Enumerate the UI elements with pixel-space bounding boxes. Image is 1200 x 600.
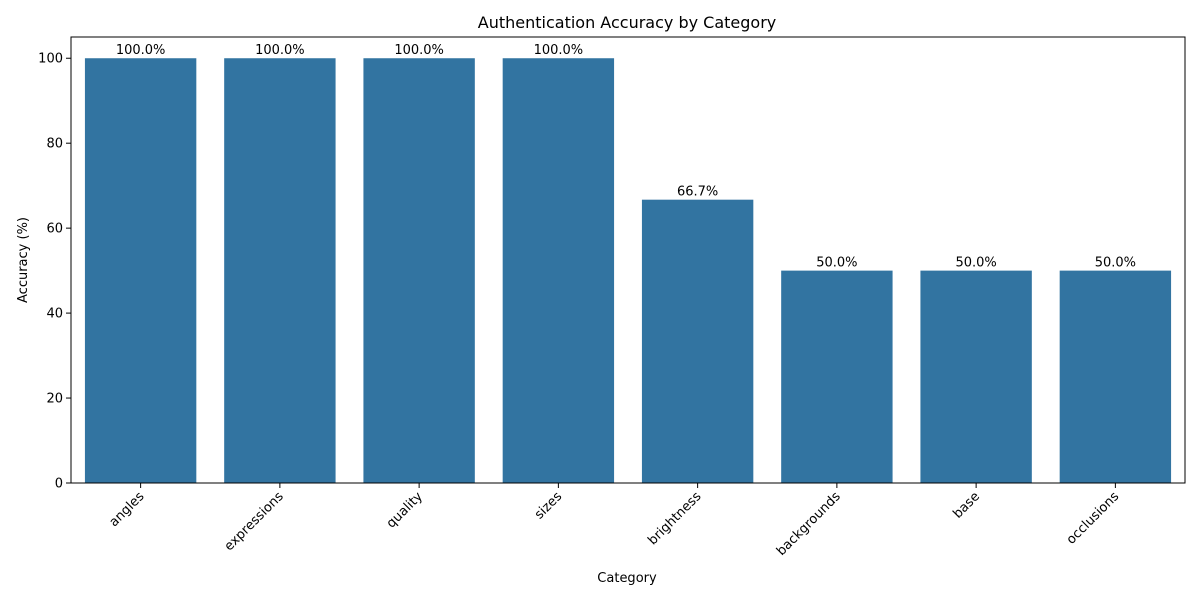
x-tick-label-quality: quality xyxy=(384,489,426,531)
bar-labels-group: 100.0% 100.0% 100.0% 100.0% 66.7% 50.0% 50.0% 5… xyxy=(116,43,1136,270)
x-tick-label-sizes: sizes xyxy=(532,489,565,522)
y-tick-label-80: 80 xyxy=(46,137,63,152)
bar-value-label-angles: 100.0% xyxy=(116,43,166,58)
bar-value-label-expressions: 100.0% xyxy=(255,43,305,58)
bar-backgrounds xyxy=(781,270,893,483)
x-axis: angles expressions quality sizes brightness b… xyxy=(107,483,1122,559)
y-tick-label-0: 0 xyxy=(55,477,63,492)
bar-value-label-sizes: 100.0% xyxy=(534,43,584,58)
plot-frame xyxy=(70,36,1186,484)
bar-value-label-occlusions: 50.0% xyxy=(1095,256,1136,271)
bars-group xyxy=(84,58,1172,483)
bar-value-label-backgrounds: 50.0% xyxy=(816,256,857,271)
x-tick-label-angles: angles xyxy=(107,489,148,530)
y-tick-label-100: 100 xyxy=(38,52,63,67)
x-axis-label: Category xyxy=(597,571,657,586)
bar-occlusions xyxy=(1059,270,1172,483)
x-tick-label-backgrounds: backgrounds xyxy=(774,489,844,559)
y-tick-label-20: 20 xyxy=(46,392,63,407)
y-axis: 0 20 40 60 80 100 xyxy=(38,52,71,492)
bar-value-label-base: 50.0% xyxy=(955,256,996,271)
x-tick-label-brightness: brightness xyxy=(645,489,704,548)
x-tick-label-base: base xyxy=(950,489,983,522)
bar-brightness xyxy=(641,199,754,483)
chart-title: Authentication Accuracy by Category xyxy=(478,13,776,32)
bar-base xyxy=(920,270,1032,483)
bar-sizes xyxy=(502,58,615,483)
bar-value-label-quality: 100.0% xyxy=(394,43,444,58)
bar-value-label-brightness: 66.7% xyxy=(677,185,718,200)
y-axis-label: Accuracy (%) xyxy=(16,217,31,303)
bar-quality xyxy=(363,58,475,483)
bar-expressions xyxy=(224,58,336,483)
bar-angles xyxy=(84,58,197,483)
y-tick-label-60: 60 xyxy=(46,222,63,237)
x-tick-label-occlusions: occlusions xyxy=(1064,489,1122,547)
y-tick-label-40: 40 xyxy=(46,307,63,322)
x-tick-label-expressions: expressions xyxy=(222,489,287,554)
